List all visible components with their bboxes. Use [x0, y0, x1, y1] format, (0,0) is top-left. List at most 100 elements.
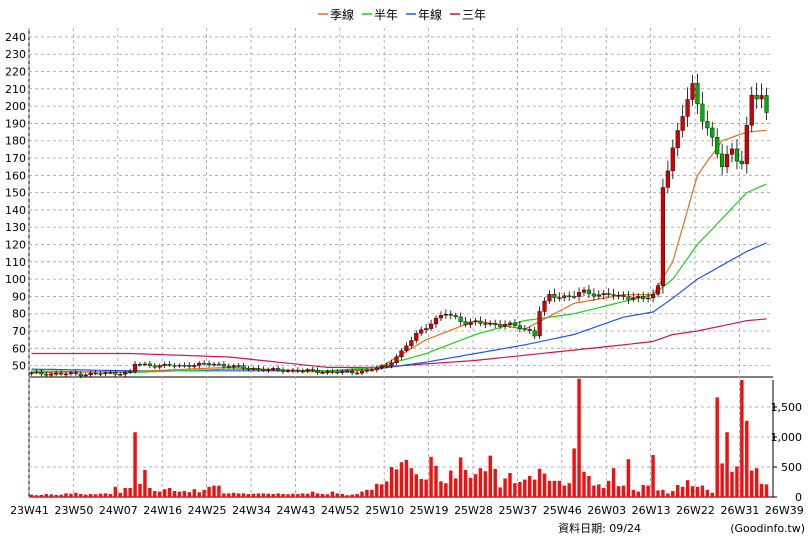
candle-body	[157, 365, 162, 368]
candle-body	[433, 317, 439, 325]
candle-body	[226, 366, 231, 368]
volume-bar	[74, 492, 78, 497]
candle-body	[182, 364, 187, 367]
price-tick-label: 120	[5, 239, 26, 252]
candle-body	[641, 296, 646, 299]
candle-body	[591, 293, 596, 297]
volume-bar	[646, 485, 650, 497]
candle-body	[44, 373, 49, 376]
volume-bar	[281, 494, 285, 497]
candle-body	[132, 363, 138, 372]
volume-bar	[79, 494, 83, 497]
candle-body	[394, 356, 399, 364]
candle-body	[493, 323, 498, 325]
volume-bar	[759, 483, 764, 497]
candle-body	[646, 297, 651, 300]
volume-bar	[271, 494, 275, 497]
volume-bar	[138, 483, 142, 497]
candle-body	[202, 362, 207, 365]
x-tick-label: 25W19	[410, 504, 449, 517]
volume-bar	[59, 494, 63, 497]
candle-body	[295, 370, 300, 372]
volume-tick-label: 1,000	[771, 431, 803, 444]
volume-bar	[172, 491, 177, 497]
x-tick-label: 25W46	[543, 504, 582, 517]
candle-body	[498, 324, 503, 327]
volume-bar	[217, 485, 221, 497]
volume-bar	[380, 484, 384, 497]
data-date-label: 資料日期: 09/24	[558, 521, 641, 535]
volume-bar	[227, 493, 231, 497]
volume-bar	[429, 456, 433, 497]
volume-bar	[750, 470, 754, 497]
volume-bar	[513, 483, 517, 497]
legend-label-1: 半年	[374, 8, 398, 22]
candle-body	[720, 153, 725, 168]
candle-body	[428, 323, 434, 329]
volume-bar	[577, 378, 581, 497]
volume-bar	[700, 485, 705, 497]
volume-bar	[108, 494, 113, 497]
candle-body	[345, 371, 350, 373]
price-tick-label: 200	[5, 100, 26, 113]
candle-body	[680, 116, 685, 131]
candle-body	[655, 285, 661, 295]
x-tick-label: 26W13	[632, 504, 671, 517]
volume-bar	[350, 494, 354, 497]
volume-bar	[710, 492, 714, 497]
volume-bar	[468, 477, 473, 497]
candle-body	[246, 367, 251, 370]
ma_3year-line	[31, 318, 767, 368]
volume-bar	[291, 493, 295, 497]
candle-body	[34, 371, 39, 374]
candle-body	[537, 311, 542, 337]
volume-bar	[621, 485, 626, 497]
volume-bar	[636, 491, 640, 497]
volume-bar	[424, 479, 428, 497]
volume-bar	[449, 470, 453, 497]
volume-bar	[666, 493, 670, 497]
volume-bar	[345, 495, 349, 497]
candle-body	[369, 369, 374, 372]
candle-body	[695, 83, 700, 105]
volume-bar	[611, 468, 616, 497]
x-tick-label: 26W03	[587, 504, 626, 517]
candle-body	[458, 316, 463, 322]
price-tick-label: 100	[5, 273, 26, 286]
candle-body	[241, 365, 246, 369]
candle-body	[187, 365, 192, 367]
legend-label-0: 季線	[330, 7, 354, 22]
candle-body	[690, 83, 695, 100]
volume-bar	[735, 466, 739, 497]
candle-body	[636, 296, 641, 298]
candle-body	[39, 371, 44, 375]
candle-body	[601, 293, 606, 295]
price-tick-label: 210	[5, 83, 26, 96]
candle-body	[78, 373, 83, 377]
volume-bar	[641, 485, 645, 497]
candle-body	[216, 363, 222, 366]
data-source-label: (Goodinfo.tw)	[730, 522, 805, 535]
x-tick-label: 23W50	[54, 504, 93, 517]
candle-body	[88, 372, 93, 376]
volume-bar	[567, 483, 571, 497]
candle-body	[414, 332, 419, 341]
x-tick-label: 24W43	[276, 504, 315, 517]
candle-body	[547, 294, 552, 302]
candle-body	[675, 130, 680, 149]
candle-body	[256, 368, 261, 370]
legend-label-2: 年線	[418, 7, 442, 22]
candle-body	[300, 370, 305, 373]
volume-bar	[39, 494, 44, 497]
volume-bar	[29, 494, 34, 497]
x-tick-label: 24W34	[232, 504, 271, 517]
candle-body	[142, 363, 148, 366]
candle-body	[68, 372, 74, 375]
volume-tick-label: 0	[795, 491, 802, 504]
volume-bar	[44, 494, 48, 497]
legend-label-3: 三年	[462, 8, 486, 22]
candle-body	[419, 329, 424, 334]
candle-body	[206, 363, 212, 366]
volume-bar	[365, 489, 369, 497]
price-tick-label: 130	[5, 221, 26, 234]
